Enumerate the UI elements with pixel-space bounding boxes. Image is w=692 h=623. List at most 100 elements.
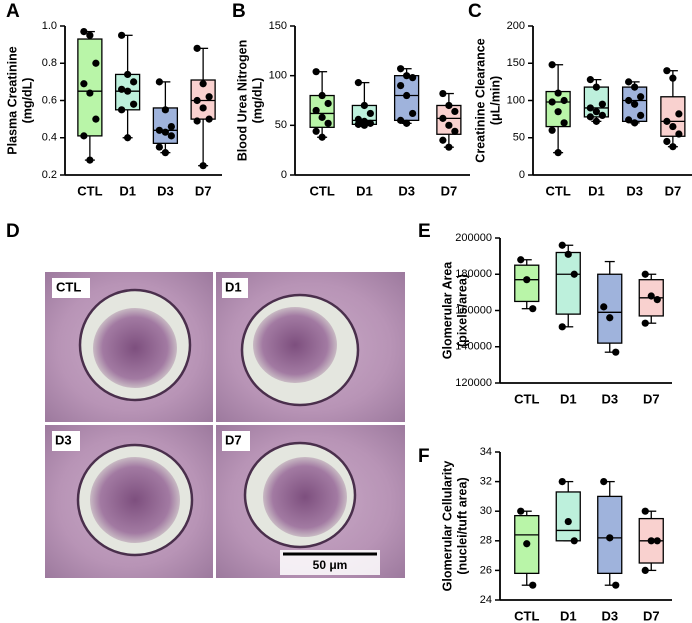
panel-label: D (6, 221, 20, 242)
data-point (558, 478, 566, 486)
data-point (517, 507, 525, 515)
y-tick-label: 0.4 (42, 132, 57, 144)
data-point (554, 149, 562, 157)
data-point (600, 303, 608, 311)
scale-label: 50 μm (313, 558, 348, 572)
x-tick-label: D3 (398, 183, 415, 198)
y-tick-label: 120000 (455, 377, 492, 389)
data-point (554, 89, 562, 97)
data-point (631, 83, 639, 91)
panel-label: F (418, 446, 430, 467)
data-point (529, 581, 537, 589)
data-point (653, 296, 661, 304)
y-tick-label: 0.6 (42, 94, 57, 106)
data-point (641, 270, 649, 278)
data-point (570, 537, 578, 545)
data-point (592, 83, 600, 91)
y-axis-title: (mg/dL) (250, 78, 264, 124)
data-point (318, 113, 326, 121)
y-tick-label: 0.8 (42, 57, 57, 69)
data-point (409, 74, 417, 82)
data-point (155, 126, 163, 134)
x-tick-label: D7 (643, 391, 660, 406)
data-point (199, 162, 207, 170)
y-tick-label: 100 (507, 94, 525, 106)
x-tick-label: D7 (441, 183, 458, 198)
data-point (324, 119, 332, 127)
data-point (445, 143, 453, 151)
y-tick-label: 150 (269, 20, 287, 32)
data-point (80, 80, 88, 88)
y-tick-label: 34 (480, 446, 492, 458)
data-point (586, 76, 594, 84)
tuft (93, 308, 177, 388)
data-point (592, 108, 600, 116)
data-point (439, 114, 447, 122)
data-point (586, 113, 594, 121)
data-point (155, 143, 163, 151)
x-tick-label: D1 (560, 391, 577, 406)
y-tick-label: 24 (480, 594, 492, 606)
label-box (222, 431, 250, 451)
data-point (669, 74, 677, 82)
data-point (124, 134, 132, 142)
micrograph-label: D1 (225, 279, 242, 294)
data-point (397, 116, 405, 124)
x-tick-label: D7 (643, 608, 660, 623)
data-point (625, 78, 633, 86)
data-point (366, 119, 374, 127)
data-point (641, 319, 649, 327)
data-point (451, 107, 459, 116)
data-point (548, 61, 556, 69)
box (77, 38, 103, 137)
data-point (570, 270, 578, 278)
data-point (360, 121, 368, 129)
data-point (631, 100, 639, 108)
data-point (451, 127, 459, 135)
y-tick-label: 50 (275, 119, 287, 131)
data-point (600, 478, 608, 486)
data-point (409, 109, 417, 118)
label-box (222, 278, 248, 298)
data-point (439, 89, 447, 98)
data-point (312, 127, 320, 135)
panel-label: A (6, 1, 20, 22)
data-point (205, 115, 213, 123)
data-point (118, 31, 126, 39)
data-point (312, 106, 320, 115)
data-point (637, 93, 645, 101)
data-point (86, 156, 94, 164)
data-point (548, 126, 556, 134)
y-axis-title: Plasma Creatinine (5, 46, 19, 154)
data-point (647, 292, 655, 300)
data-point (403, 91, 411, 100)
data-point (167, 132, 175, 140)
data-point (564, 517, 572, 526)
x-tick-label: CTL (545, 183, 570, 198)
data-point (199, 80, 207, 88)
y-tick-label: 150 (507, 57, 525, 69)
y-tick-label: 28 (480, 535, 492, 547)
box (555, 491, 581, 542)
data-point (558, 241, 566, 249)
micrograph-label: D3 (55, 432, 72, 447)
x-tick-label: D1 (560, 608, 577, 623)
data-point (675, 130, 683, 138)
data-point (354, 79, 362, 87)
data-point (403, 72, 411, 80)
data-point (360, 101, 368, 110)
data-point (161, 149, 169, 157)
data-point (586, 104, 594, 112)
data-point (86, 89, 94, 97)
data-point (445, 121, 453, 129)
x-tick-label: D3 (601, 391, 618, 406)
y-tick-label: 50 (513, 132, 525, 144)
data-point (554, 108, 562, 116)
y-tick-label: 1.0 (42, 20, 57, 32)
y-axis-title: Blood Urea Nitrogen (235, 40, 249, 162)
data-point (193, 96, 201, 105)
data-point (564, 250, 572, 258)
y-tick-label: 200000 (455, 232, 492, 244)
x-tick-label: CTL (77, 183, 102, 198)
